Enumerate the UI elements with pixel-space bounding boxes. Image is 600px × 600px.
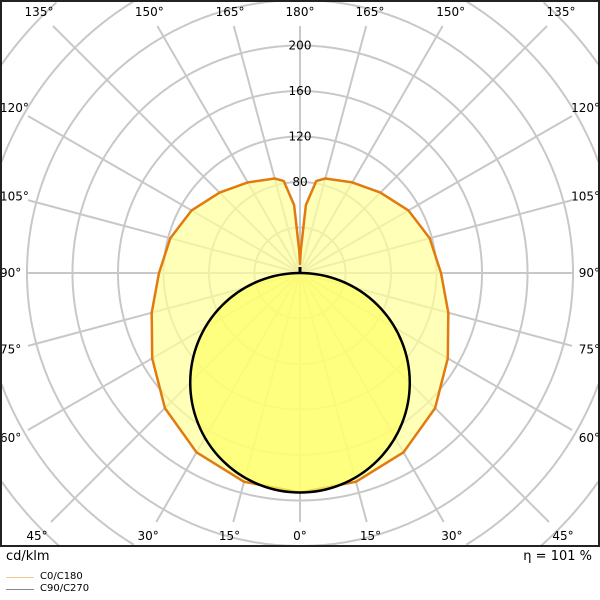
legend-item-c0: C0/C180 <box>6 571 83 583</box>
angle-label: 45° <box>552 529 573 543</box>
angle-label: 30° <box>138 529 159 543</box>
grid-ring <box>1 481 60 546</box>
radial-tick-label: 80 <box>292 175 307 189</box>
radial-tick-labels: 80 120 160 200 <box>289 39 312 190</box>
angle-label: 150° <box>135 5 164 19</box>
angle-label: 135° <box>25 5 54 19</box>
grid-ring <box>323 1 574 273</box>
radial-tick-label: 120 <box>289 130 312 144</box>
legend-label: C90/C270 <box>40 583 90 594</box>
plot-frame <box>0 0 600 547</box>
angle-label: 135° <box>547 5 576 19</box>
angle-label: 15° <box>219 529 240 543</box>
angle-label: 150° <box>436 5 465 19</box>
angle-labels: 135° 150° 165° 180° 165° 150° 135° 120° 105° 90° 7… <box>0 5 600 543</box>
legend-item-c90: C90/C270 <box>6 583 89 595</box>
legend-swatch <box>6 576 34 578</box>
angle-label: 60° <box>0 431 21 445</box>
series-c90-c270 <box>188 271 412 494</box>
angle-label: 45° <box>26 529 47 543</box>
angle-label: 75° <box>0 343 21 357</box>
angle-label: 165° <box>216 5 245 19</box>
angle-label: 90° <box>579 266 600 280</box>
angle-label: 15° <box>360 529 381 543</box>
angle-label: 30° <box>441 529 462 543</box>
grid-ring <box>465 1 599 162</box>
grid-ring <box>465 384 599 546</box>
radial-tick-label: 160 <box>289 84 312 98</box>
grid-ring <box>1 384 135 546</box>
curves <box>150 177 450 494</box>
grid-ring <box>1 1 135 162</box>
grid-ring <box>540 481 599 546</box>
angle-label: 105° <box>571 189 600 203</box>
angle-label: 165° <box>355 5 384 19</box>
angle-label: 105° <box>0 189 29 203</box>
unit-label: cd/klm <box>6 549 50 564</box>
angle-label: 90° <box>0 266 21 280</box>
angle-label: 0° <box>293 529 307 543</box>
radial-tick-label: 200 <box>289 39 312 53</box>
angle-label: 75° <box>579 343 600 357</box>
efficiency-label: η = 101 % <box>523 549 592 564</box>
angle-label: 60° <box>579 431 600 445</box>
angle-label: 120° <box>0 101 29 115</box>
angle-label: 120° <box>571 101 600 115</box>
grid-ring <box>542 1 599 65</box>
grid-ring <box>1 1 58 65</box>
angle-label: 180° <box>286 5 315 19</box>
legend-label: C0/C180 <box>40 571 83 582</box>
legend-swatch <box>6 588 34 590</box>
grid-ring <box>26 1 574 546</box>
